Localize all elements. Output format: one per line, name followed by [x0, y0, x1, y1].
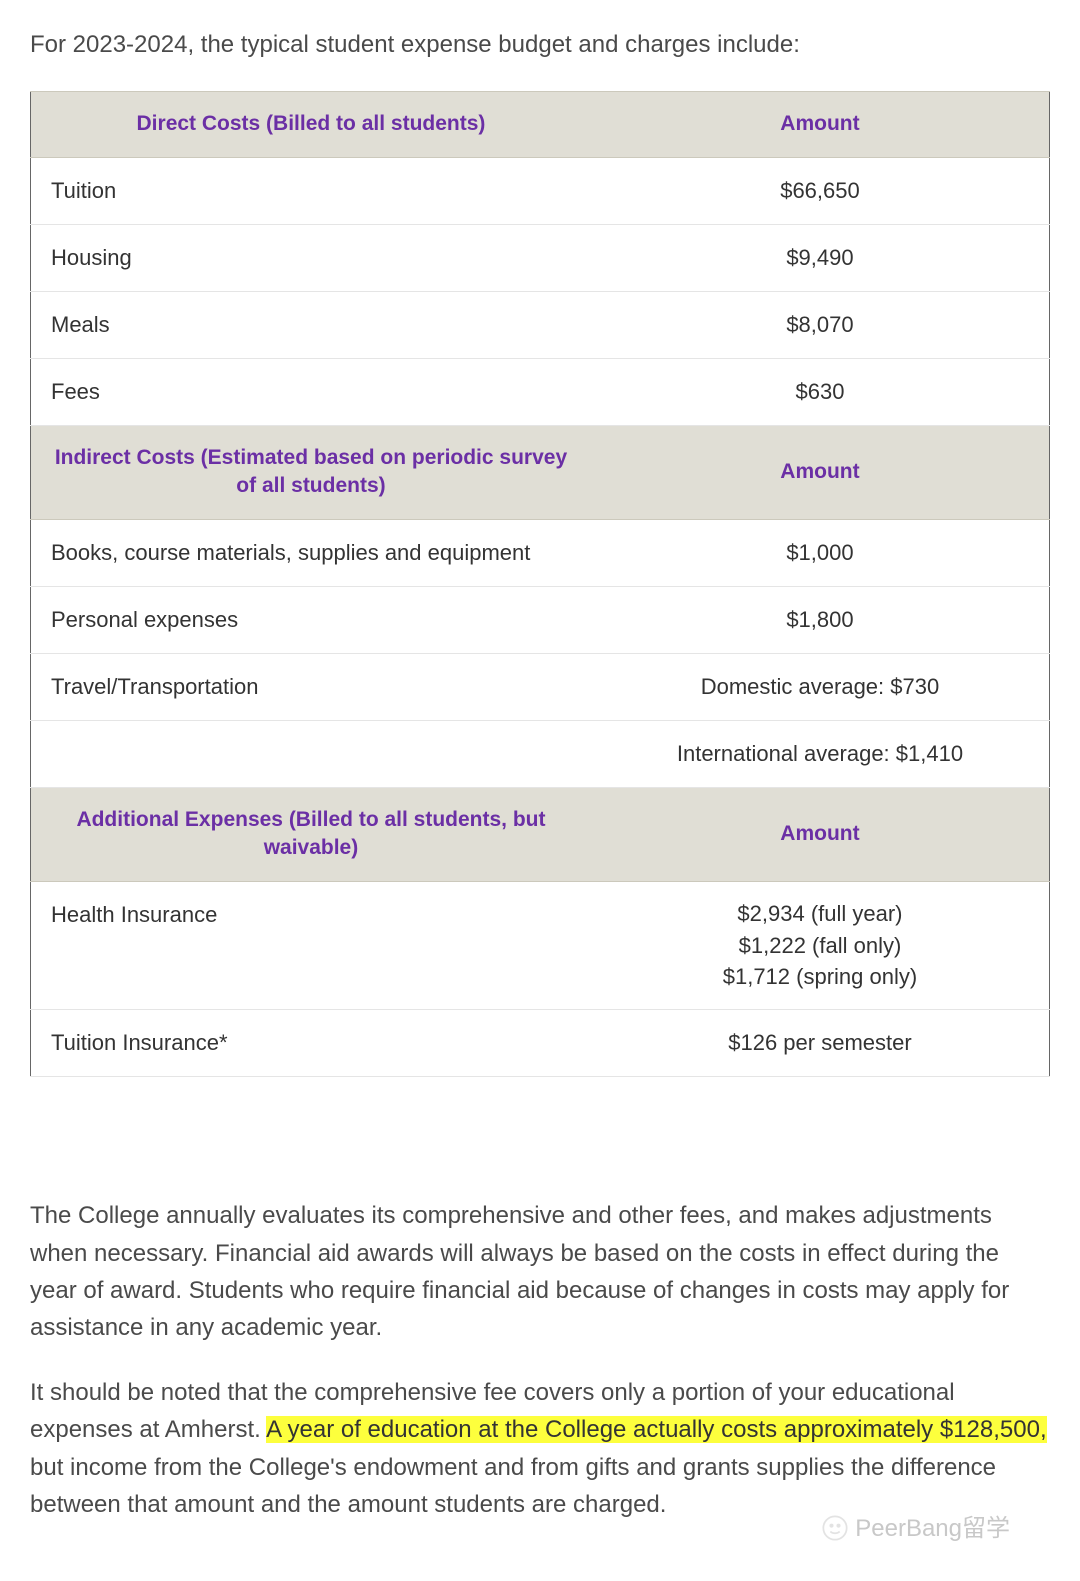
amount-header: Amount: [591, 787, 1050, 881]
table-row: Books, course materials, supplies and eq…: [31, 519, 1050, 586]
row-label: Tuition: [31, 157, 591, 224]
row-amount: $630: [591, 358, 1050, 425]
row-label: Health Insurance: [31, 881, 591, 1010]
section-header-row: Additional Expenses (Billed to all stude…: [31, 787, 1050, 881]
table-row: Tuition Insurance*$126 per semester: [31, 1010, 1050, 1077]
row-label: Housing: [31, 224, 591, 291]
row-amount: $1,000: [591, 519, 1050, 586]
cost-table: Direct Costs (Billed to all students)Amo…: [30, 91, 1050, 1077]
row-label: Travel/Transportation: [31, 653, 591, 720]
amount-header: Amount: [591, 425, 1050, 519]
row-amount: $126 per semester: [591, 1010, 1050, 1077]
row-amount: International average: $1,410: [591, 720, 1050, 787]
row-amount: $8,070: [591, 291, 1050, 358]
row-label: Tuition Insurance*: [31, 1010, 591, 1077]
row-amount: $66,650: [591, 157, 1050, 224]
row-amount: $1,800: [591, 586, 1050, 653]
page-root: For 2023-2024, the typical student expen…: [0, 0, 1080, 1581]
intro-text: For 2023-2024, the typical student expen…: [30, 26, 1050, 63]
row-label: [31, 720, 591, 787]
row-amount: $2,934 (full year) $1,222 (fall only) $1…: [591, 881, 1050, 1010]
table-row: Health Insurance$2,934 (full year) $1,22…: [31, 881, 1050, 1010]
paragraph-2: It should be noted that the comprehensiv…: [30, 1374, 1050, 1523]
row-amount: Domestic average: $730: [591, 653, 1050, 720]
table-row: Meals$8,070: [31, 291, 1050, 358]
amount-header: Amount: [591, 92, 1050, 157]
paragraph-1: The College annually evaluates its compr…: [30, 1197, 1050, 1346]
cost-table-body: Direct Costs (Billed to all students)Amo…: [31, 92, 1050, 1077]
paragraph-2-highlight: A year of education at the College actua…: [266, 1416, 1046, 1443]
row-label: Personal expenses: [31, 586, 591, 653]
section-title: Direct Costs (Billed to all students): [31, 92, 591, 157]
section-title: Indirect Costs (Estimated based on perio…: [31, 425, 591, 519]
section-title: Additional Expenses (Billed to all stude…: [31, 787, 591, 881]
row-label: Books, course materials, supplies and eq…: [31, 519, 591, 586]
table-row: Fees$630: [31, 358, 1050, 425]
row-amount: $9,490: [591, 224, 1050, 291]
paragraph-2-post: but income from the College's endowment …: [30, 1454, 996, 1518]
row-label: Fees: [31, 358, 591, 425]
table-row: International average: $1,410: [31, 720, 1050, 787]
body-text-block: The College annually evaluates its compr…: [30, 1197, 1050, 1523]
table-row: Housing$9,490: [31, 224, 1050, 291]
row-label: Meals: [31, 291, 591, 358]
section-header-row: Indirect Costs (Estimated based on perio…: [31, 425, 1050, 519]
table-row: Tuition$66,650: [31, 157, 1050, 224]
section-header-row: Direct Costs (Billed to all students)Amo…: [31, 92, 1050, 157]
table-row: Personal expenses$1,800: [31, 586, 1050, 653]
table-row: Travel/TransportationDomestic average: $…: [31, 653, 1050, 720]
